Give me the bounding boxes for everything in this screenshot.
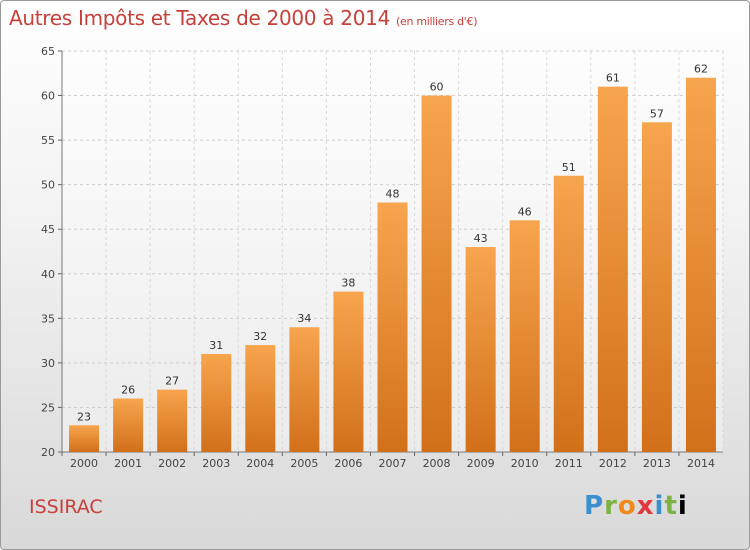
unit-note: (en milliers d'€) bbox=[396, 15, 478, 28]
bar bbox=[201, 353, 232, 452]
data-label: 31 bbox=[209, 339, 223, 352]
axes: 20 25 30 35 40 45 50 55 60 65 2000 2001 2002 2003 2004… bbox=[41, 45, 723, 470]
bar bbox=[69, 425, 100, 452]
data-label: 23 bbox=[77, 410, 91, 423]
x-tick-label: 2012 bbox=[599, 457, 627, 470]
data-label: 32 bbox=[253, 330, 267, 343]
y-tick-label: 65 bbox=[41, 45, 55, 58]
bar bbox=[641, 122, 672, 453]
chart-title-text: Autres Impôts et Taxes de 2000 à 2014 bbox=[9, 6, 390, 30]
data-label: 48 bbox=[386, 187, 400, 200]
data-labels: 23 26 27 31 32 34 38 48 60 43 46 51 61 57 62 bbox=[77, 63, 708, 424]
y-tick-label: 55 bbox=[41, 134, 55, 147]
data-label: 27 bbox=[165, 375, 179, 388]
x-tick-label: 2006 bbox=[334, 457, 362, 470]
bar bbox=[377, 202, 408, 452]
logo-letter: i bbox=[654, 491, 665, 521]
data-label: 60 bbox=[430, 81, 444, 94]
bar bbox=[245, 345, 276, 452]
logo-letter: r bbox=[604, 491, 618, 521]
data-label: 62 bbox=[694, 63, 708, 76]
x-tick-label: 2001 bbox=[114, 457, 142, 470]
logo-letter: x bbox=[636, 491, 655, 521]
bar bbox=[597, 86, 628, 453]
y-tick-label: 45 bbox=[41, 223, 55, 236]
bar bbox=[421, 95, 452, 453]
data-label: 57 bbox=[650, 107, 664, 120]
y-tick-label: 40 bbox=[41, 268, 55, 281]
bar bbox=[113, 398, 144, 452]
y-tick-label: 50 bbox=[41, 179, 55, 192]
data-label: 51 bbox=[562, 161, 576, 174]
bar bbox=[553, 175, 584, 452]
x-tick-label: 2004 bbox=[246, 457, 274, 470]
x-tick-label: 2003 bbox=[202, 457, 230, 470]
bar bbox=[465, 247, 496, 452]
bar bbox=[685, 77, 716, 452]
y-tick-label: 25 bbox=[41, 401, 55, 414]
logo-letter: t bbox=[664, 491, 678, 521]
bar bbox=[509, 220, 540, 452]
data-label: 26 bbox=[121, 384, 135, 397]
data-label: 38 bbox=[341, 277, 355, 290]
x-tick-label: 2010 bbox=[511, 457, 539, 470]
x-tick-label: 2000 bbox=[70, 457, 98, 470]
y-tick-label: 35 bbox=[41, 312, 55, 325]
commune-name: ISSIRAC bbox=[29, 496, 103, 518]
bar bbox=[289, 327, 320, 452]
x-tick-label: 2011 bbox=[555, 457, 583, 470]
logo-letter: o bbox=[617, 491, 637, 521]
bar bbox=[157, 389, 188, 452]
y-tick-label: 20 bbox=[41, 446, 55, 459]
logo-letter: P bbox=[584, 491, 605, 521]
logo-letter: i bbox=[677, 491, 688, 521]
bars bbox=[69, 77, 716, 453]
x-tick-label: 2009 bbox=[467, 457, 495, 470]
data-label: 34 bbox=[297, 312, 311, 325]
y-tick-label: 30 bbox=[41, 357, 55, 370]
x-tick-label: 2008 bbox=[423, 457, 451, 470]
y-tick-label: 60 bbox=[41, 90, 55, 103]
x-tick-label: 2002 bbox=[158, 457, 186, 470]
x-tick-label: 2007 bbox=[379, 457, 407, 470]
data-label: 46 bbox=[518, 205, 532, 218]
x-tick-label: 2014 bbox=[687, 457, 715, 470]
x-tick-label: 2013 bbox=[643, 457, 671, 470]
data-label: 61 bbox=[606, 72, 620, 85]
x-tick-label: 2005 bbox=[290, 457, 318, 470]
chart-title: Autres Impôts et Taxes de 2000 à 2014 (en… bbox=[9, 6, 477, 30]
bar bbox=[333, 291, 364, 452]
data-label: 43 bbox=[474, 232, 488, 245]
proxiti-logo[interactable]: Proxiti bbox=[584, 491, 688, 521]
